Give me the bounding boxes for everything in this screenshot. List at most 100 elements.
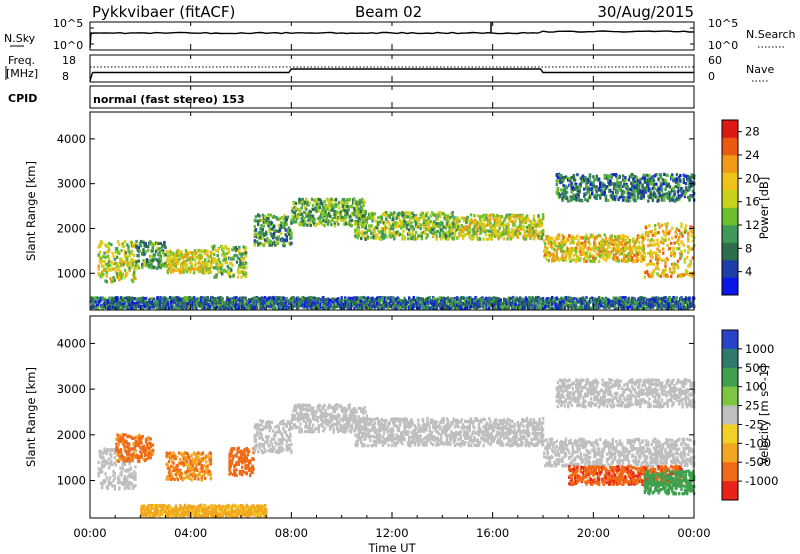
scatter-cell — [668, 229, 672, 233]
scatter-cell — [327, 298, 331, 302]
scatter-cell — [429, 220, 433, 224]
scatter-cell — [294, 209, 298, 213]
scatter-cell — [624, 239, 627, 243]
scatter-cell — [659, 240, 663, 244]
scatter-cell — [159, 256, 163, 260]
scatter-cell — [265, 218, 268, 223]
scatter-cell — [592, 235, 595, 239]
scatter-cell — [623, 184, 626, 188]
scatter-cell — [613, 255, 617, 259]
scatter-cell — [411, 232, 414, 236]
scatter-cell — [618, 196, 621, 200]
scatter-cell — [273, 229, 276, 233]
scatter-cell — [131, 296, 134, 300]
scatter-cell — [648, 174, 651, 178]
scatter-cell — [523, 230, 526, 234]
scatter-cell — [204, 249, 207, 253]
scatter-cell — [118, 297, 121, 302]
scatter-cell — [501, 224, 505, 229]
scatter-cell — [176, 267, 180, 271]
scatter-cell — [651, 233, 655, 237]
scatter-cell — [303, 206, 307, 210]
date-title: 30/Aug/2015 — [597, 3, 694, 21]
scatter-cell — [442, 211, 445, 216]
scatter-cell — [573, 178, 577, 182]
scatter-cell — [340, 296, 343, 300]
scatter-cell — [110, 242, 113, 247]
scatter-cell — [110, 260, 113, 264]
scatter-cell — [597, 177, 601, 181]
scatter-cell — [333, 221, 337, 225]
scatter-cell — [252, 299, 255, 303]
scatter-cell — [133, 301, 136, 305]
scatter-cell — [592, 256, 595, 260]
scatter-cell — [647, 238, 650, 242]
scatter-cell — [230, 268, 233, 272]
scatter-cell — [419, 226, 422, 231]
scatter-cell — [117, 306, 120, 310]
scatter-cell — [562, 237, 565, 241]
scatter-cell — [263, 296, 267, 300]
scatter-cell — [680, 273, 683, 277]
scatter-cell — [657, 178, 660, 182]
scatter-cell — [482, 223, 485, 227]
scatter-cell — [380, 216, 383, 220]
scatter-cell — [346, 200, 349, 204]
scatter-cell — [236, 268, 240, 272]
scatter-cell — [555, 183, 558, 187]
scatter-cell — [684, 190, 688, 194]
scatter-cell — [676, 186, 680, 190]
scatter-cell — [427, 224, 430, 228]
scatter-cell — [240, 275, 243, 279]
scatter-cell — [418, 218, 421, 222]
scatter-cell — [570, 250, 573, 255]
scatter-cell — [657, 244, 660, 248]
scatter-cell — [441, 221, 444, 225]
scatter-cell — [650, 238, 653, 242]
scatter-cell — [109, 263, 112, 267]
scatter-cell — [388, 223, 391, 227]
scatter-cell — [190, 262, 193, 266]
scatter-cell — [301, 197, 304, 201]
scatter-cell — [295, 296, 299, 300]
scatter-cell — [555, 173, 558, 177]
scatter-cell — [277, 223, 280, 227]
scatter-cell — [401, 237, 404, 241]
scatter-cell — [238, 248, 241, 252]
cpid-value: normal (fast stereo) 153 — [93, 93, 245, 106]
scatter-cell — [678, 236, 681, 240]
scatter-cell — [405, 223, 409, 227]
scatter-cell — [560, 249, 563, 253]
scatter-cell — [107, 268, 111, 272]
scatter-cell — [575, 252, 578, 256]
scatter-cell — [678, 274, 681, 278]
scatter-cell — [643, 188, 647, 192]
scatter-cell — [350, 224, 354, 228]
scatter-cell — [164, 261, 167, 266]
scatter-cell — [372, 216, 375, 220]
scatter-cell — [438, 232, 442, 236]
scatter-cell — [371, 214, 374, 218]
scatter-cell — [220, 296, 223, 300]
scatter-cell — [435, 222, 438, 226]
scatter-cell — [531, 227, 534, 231]
scatter-cell — [678, 228, 681, 233]
scatter-cell — [660, 258, 664, 262]
scatter-cell — [442, 225, 445, 229]
scatter-cell — [604, 194, 608, 199]
scatter-cell — [184, 304, 188, 309]
scatter-cell — [341, 216, 345, 220]
scatter-cell — [652, 179, 656, 183]
scatter-cell — [412, 214, 415, 218]
scatter-cell — [110, 267, 113, 271]
scatter-cell — [412, 227, 415, 231]
scatter-cell — [505, 229, 508, 233]
scatter-cell — [687, 175, 690, 179]
scatter-cell — [470, 235, 474, 239]
scatter-cell — [480, 230, 483, 234]
scatter-cell — [664, 268, 667, 272]
scatter-cell — [300, 222, 303, 226]
scatter-cell — [103, 259, 106, 264]
scatter-cell — [594, 243, 597, 247]
scatter-cell — [354, 228, 357, 232]
